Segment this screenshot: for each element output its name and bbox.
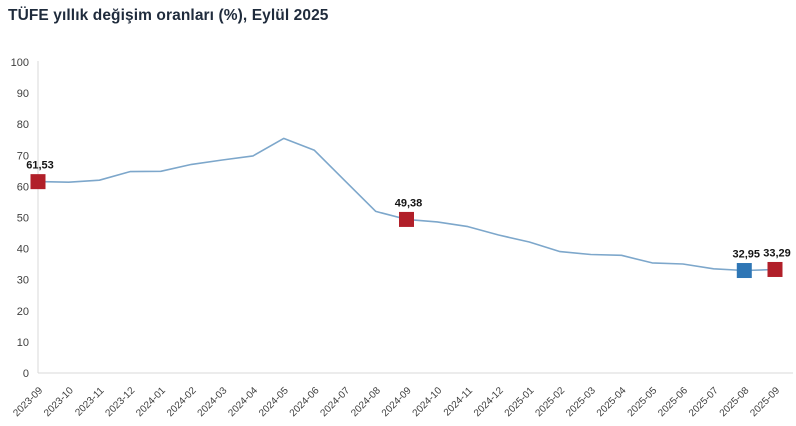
x-tick-label: 2024-02: [165, 385, 199, 419]
x-tick-label: 2024-01: [134, 385, 168, 419]
y-tick-label: 40: [17, 244, 29, 256]
x-tick-label: 2025-01: [503, 385, 537, 419]
x-tick-label: 2025-09: [748, 385, 782, 419]
x-tick-label: 2024-05: [257, 385, 291, 419]
y-tick-label: 90: [17, 88, 29, 100]
x-tick-label: 2024-07: [318, 385, 352, 419]
x-tick-label: 2025-04: [595, 385, 629, 419]
x-tick-label: 2025-03: [564, 385, 598, 419]
point-label-2025-09: 33,29: [763, 247, 791, 259]
x-tick-label: 2024-04: [226, 385, 260, 419]
point-label-2024-09: 49,38: [395, 197, 423, 209]
marker-2025-09: [767, 261, 783, 277]
y-tick-label: 20: [17, 306, 29, 318]
y-tick-label: 30: [17, 275, 29, 287]
y-tick-label: 50: [17, 213, 29, 225]
x-tick-label: 2023-10: [42, 385, 76, 419]
marker-2024-09: [399, 211, 414, 227]
y-tick-label: 0: [23, 368, 29, 380]
marker-2023-09: [30, 174, 46, 190]
chart-title: TÜFE yıllık değişim oranları (%), Eylül …: [8, 7, 329, 24]
x-tick-label: 2024-11: [442, 385, 476, 419]
x-tick-label: 2024-03: [196, 385, 230, 419]
x-tick-label: 2024-06: [288, 385, 322, 419]
x-tick-label: 2025-08: [718, 385, 752, 419]
point-label-2023-09: 61,53: [26, 160, 54, 172]
point-label-2025-08: 32,95: [733, 249, 761, 261]
x-tick-label: 2025-07: [687, 385, 721, 419]
x-tick-label: 2023-12: [104, 385, 138, 419]
x-tick-label: 2024-09: [380, 385, 414, 419]
y-tick-label: 60: [17, 181, 29, 193]
x-tick-label: 2024-10: [411, 385, 445, 419]
y-tick-label: 80: [17, 119, 29, 131]
x-tick-label: 2023-09: [11, 385, 45, 419]
x-tick-label: 2025-06: [656, 385, 690, 419]
marker-2025-08: [736, 263, 752, 279]
y-tick-label: 10: [17, 337, 29, 349]
y-tick-label: 70: [17, 150, 29, 162]
x-tick-label: 2023-11: [73, 385, 107, 419]
x-tick-label: 2024-12: [472, 385, 506, 419]
x-tick-label: 2025-02: [533, 385, 567, 419]
y-tick-label: 100: [11, 57, 29, 69]
x-tick-label: 2024-08: [349, 385, 383, 419]
x-tick-label: 2025-05: [626, 385, 660, 419]
